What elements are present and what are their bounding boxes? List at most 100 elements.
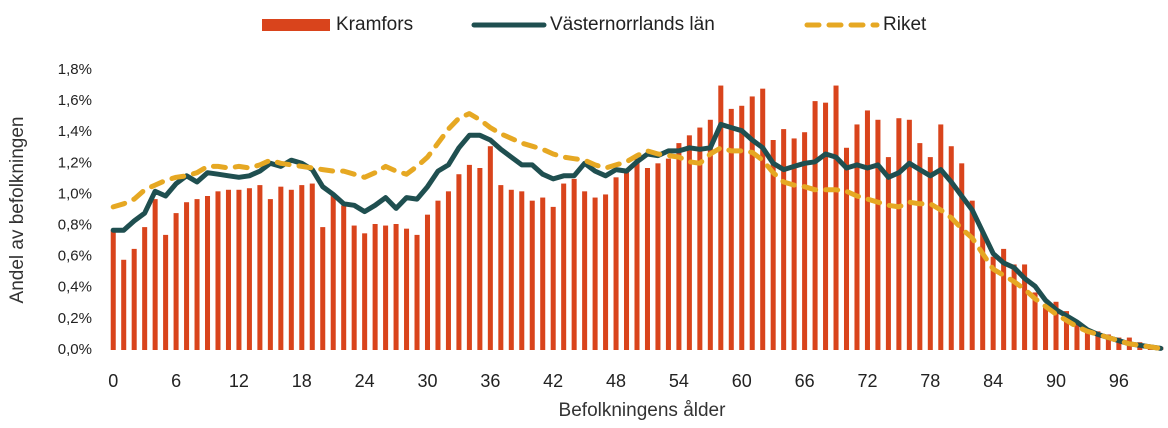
x-tick-label: 6 [171, 371, 181, 391]
bar [456, 174, 462, 350]
bar [582, 191, 588, 350]
bar [906, 119, 912, 351]
bar [550, 206, 556, 350]
x-tick-label: 90 [1046, 371, 1066, 391]
bar [571, 178, 577, 350]
bar [299, 185, 305, 350]
y-tick-label: 1,8% [58, 61, 92, 78]
bar [477, 168, 483, 350]
bar [697, 127, 703, 350]
y-tick-label: 0,0% [58, 341, 92, 358]
bar [603, 194, 609, 350]
bar [1084, 328, 1090, 350]
bar [1053, 301, 1059, 350]
bar [707, 119, 713, 351]
bar [1063, 311, 1069, 350]
bar [508, 189, 514, 350]
bar [802, 132, 808, 350]
bar [163, 234, 169, 350]
bar [404, 228, 410, 350]
dashed-line [110, 111, 1164, 351]
bar [362, 233, 368, 350]
bar [487, 146, 493, 350]
bar [540, 197, 546, 350]
bar [288, 189, 294, 350]
bar [718, 85, 724, 351]
bar [1105, 334, 1111, 350]
legend-label: Kramfors [336, 14, 413, 35]
x-tick-label: 18 [292, 371, 312, 391]
x-tick-label: 30 [417, 371, 437, 391]
x-tick-label: 84 [983, 371, 1003, 391]
bar [969, 200, 975, 350]
y-tick-label: 0,4% [58, 279, 92, 296]
x-tick-label: 54 [669, 371, 689, 391]
bar [330, 194, 336, 350]
bar [624, 171, 630, 350]
y-tick-label: 1,4% [58, 123, 92, 140]
bar [435, 200, 441, 350]
bar [225, 189, 231, 350]
bar [383, 225, 389, 350]
bar [278, 186, 284, 350]
bar [414, 234, 420, 350]
bar [393, 224, 399, 350]
bar [1043, 306, 1049, 350]
bar [372, 224, 378, 350]
bar [770, 140, 776, 350]
bar [215, 191, 221, 350]
bar [173, 213, 179, 350]
bar [110, 230, 116, 350]
legend-label: Riket [883, 14, 927, 35]
bar [445, 191, 451, 350]
bar [655, 163, 661, 350]
bar [257, 185, 263, 350]
bar [1032, 292, 1038, 350]
bar [236, 189, 242, 350]
bar [498, 185, 504, 350]
bar [1001, 248, 1007, 350]
bar [728, 108, 734, 350]
bar [749, 96, 755, 350]
x-tick-label: 72 [857, 371, 877, 391]
x-tick-label: 0 [108, 371, 118, 391]
bar [948, 146, 954, 350]
bar [791, 138, 797, 350]
bar [938, 124, 944, 350]
bar [592, 197, 598, 350]
bar [812, 101, 818, 350]
y-axis-title: Andel av befolkningen [7, 117, 28, 304]
bar [184, 202, 190, 350]
bar [833, 85, 839, 351]
bar [1095, 331, 1101, 350]
bar [665, 158, 671, 350]
bar [246, 188, 252, 350]
bar [267, 199, 273, 350]
bar [875, 119, 881, 351]
bar [896, 118, 902, 350]
x-tick-label: 48 [606, 371, 626, 391]
bar [864, 110, 870, 350]
bar [466, 164, 472, 350]
x-tick-label: 78 [920, 371, 940, 391]
x-tick-label: 96 [1109, 371, 1129, 391]
bar [529, 200, 535, 350]
bar [959, 163, 965, 350]
y-tick-label: 0,2% [58, 310, 92, 327]
bar [644, 168, 650, 350]
bar [320, 227, 326, 350]
legend-label: Västernorrlands län [550, 14, 715, 35]
bar [142, 227, 148, 350]
y-tick-label: 1,2% [58, 154, 92, 171]
x-tick-label: 60 [732, 371, 752, 391]
bar [885, 157, 891, 350]
x-tick-label: 42 [543, 371, 563, 391]
bar [205, 196, 211, 350]
x-tick-label: 36 [480, 371, 500, 391]
bar [686, 135, 692, 350]
legend-swatch [262, 19, 330, 31]
bar [1074, 323, 1080, 350]
y-tick-label: 1,0% [58, 185, 92, 202]
bar [927, 157, 933, 350]
